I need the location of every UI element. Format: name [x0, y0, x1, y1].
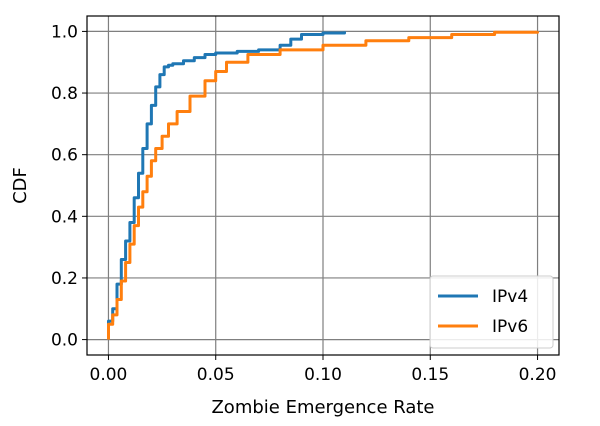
- series-line-ipv4: [107, 31, 346, 340]
- x-tick-label: 0.10: [304, 365, 342, 385]
- y-tick-label: 0.0: [51, 331, 78, 351]
- y-tick-label: 0.6: [51, 146, 78, 166]
- series-lines: [107, 30, 539, 340]
- legend-box: [429, 275, 554, 349]
- legend-label-ipv6: IPv6: [492, 317, 528, 337]
- legend: IPv4 IPv6: [429, 275, 554, 349]
- y-tick-label: 0.8: [51, 84, 78, 104]
- x-tick-label: 0.00: [90, 365, 128, 385]
- y-tick-label: 1.0: [51, 22, 78, 42]
- y-axis-label: CDF: [10, 167, 31, 204]
- y-tick-label: 0.4: [51, 207, 78, 227]
- x-axis-label: Zombie Emergence Rate: [211, 397, 434, 418]
- series-line-ipv6: [107, 30, 539, 340]
- y-tick-label: 0.2: [51, 269, 78, 289]
- x-tick-label: 0.15: [411, 365, 449, 385]
- axis-ticks: 0.00 0.05 0.10 0.15 0.20 0.0 0.2 0.4 0.6 0.8 1.0: [51, 22, 557, 385]
- x-tick-label: 0.20: [519, 365, 557, 385]
- x-tick-label: 0.05: [197, 365, 235, 385]
- legend-label-ipv4: IPv4: [492, 287, 528, 307]
